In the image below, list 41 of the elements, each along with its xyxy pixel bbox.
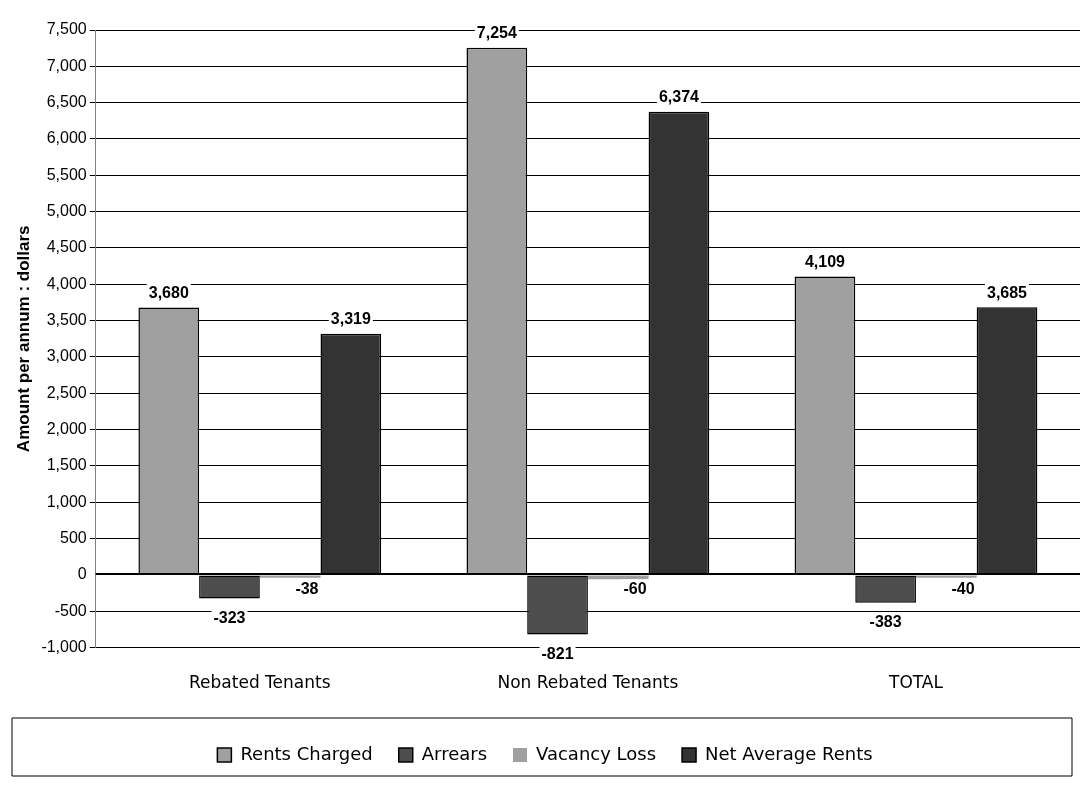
y-tick-label: 1,500 <box>46 456 87 474</box>
y-tick-label: 5,000 <box>46 202 87 220</box>
data-label: -40 <box>951 579 975 597</box>
y-tick-label: -500 <box>54 601 87 619</box>
x-tick-label: Rebated Tenants <box>189 672 331 693</box>
y-tick-label: 3,000 <box>46 347 87 365</box>
x-tick-label: TOTAL <box>887 672 944 693</box>
y-tick-label: 7,000 <box>46 56 87 74</box>
legend-label: Arrears <box>421 742 488 764</box>
legend-label: Net Average Rents <box>705 742 873 764</box>
y-tick-label: 3,500 <box>46 311 87 329</box>
data-label: -60 <box>623 579 647 597</box>
y-tick-label: 2,500 <box>46 383 87 401</box>
data-label: -323 <box>213 608 246 626</box>
bar <box>915 575 977 578</box>
data-label: -383 <box>869 613 902 631</box>
x-tick-label: Non Rebated Tenants <box>497 672 679 693</box>
data-label: 3,685 <box>986 283 1028 301</box>
legend-label: Rents Charged <box>240 742 373 764</box>
bar <box>259 575 321 578</box>
legend-label: Vacancy Loss <box>536 742 657 764</box>
data-label: 4,109 <box>804 252 846 270</box>
data-label: -38 <box>295 579 319 597</box>
bar <box>587 575 649 580</box>
y-tick-label: -1,000 <box>41 638 87 656</box>
data-label: 6,374 <box>658 88 700 106</box>
y-tick-label: 7,500 <box>46 20 87 38</box>
data-label: 3,319 <box>330 310 371 328</box>
y-axis-title: Amount per annum : dollars <box>13 225 33 453</box>
y-tick-label: 4,500 <box>46 238 87 256</box>
data-label: -821 <box>541 645 574 662</box>
y-tick-label: 4,000 <box>46 274 87 292</box>
y-tick-label: 6,500 <box>46 93 87 111</box>
y-tick-label: 5,500 <box>46 165 87 183</box>
data-label: 7,254 <box>476 24 517 42</box>
y-tick-label: 500 <box>60 529 87 547</box>
y-tick-label: 1,000 <box>46 492 87 510</box>
y-tick-label: 6,000 <box>46 129 87 147</box>
data-label: 3,680 <box>148 283 189 301</box>
y-tick-label: 0 <box>77 565 87 583</box>
y-tick-label: 2,000 <box>46 420 87 438</box>
